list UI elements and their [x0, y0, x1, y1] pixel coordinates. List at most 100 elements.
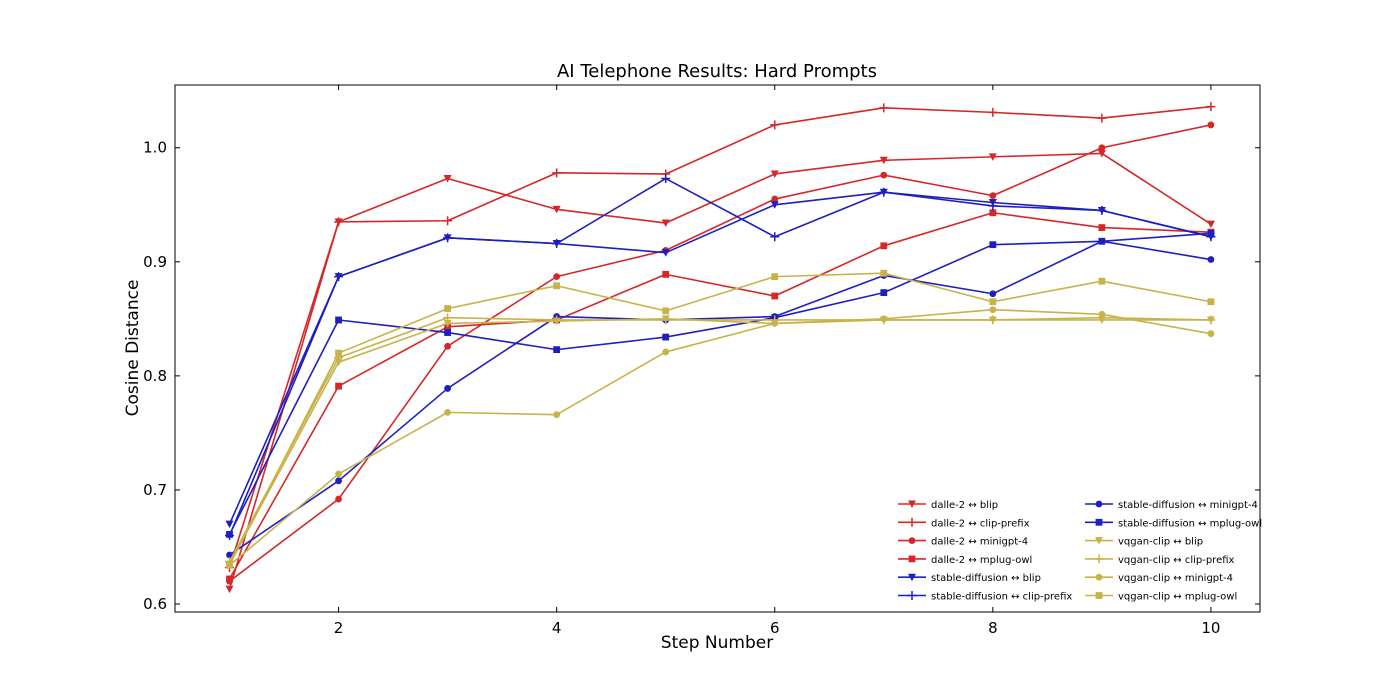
legend-label: stable-diffusion ↔ clip-prefix — [931, 592, 1072, 603]
legend-marker — [907, 591, 917, 600]
data-point — [880, 242, 888, 250]
series-line — [228, 152, 1212, 590]
legend-item: vqgan-clip ↔ blip — [1085, 537, 1203, 548]
legend-marker — [908, 500, 916, 508]
data-point — [1207, 229, 1215, 237]
x-tick-label: 8 — [988, 619, 998, 637]
x-tick-label: 4 — [552, 619, 562, 637]
data-point — [662, 333, 670, 341]
data-point — [444, 385, 452, 392]
data-point — [880, 171, 888, 179]
data-point — [988, 201, 998, 211]
data-point — [1206, 220, 1215, 229]
data-point — [662, 348, 670, 356]
data-point — [1206, 315, 1216, 325]
data-point — [988, 153, 997, 161]
data-point — [334, 217, 344, 227]
legend-item: stable-diffusion ↔ minigpt-4 — [1085, 500, 1258, 511]
data-point — [225, 520, 234, 529]
chart-title: AI Telephone Results: Hard Prompts — [557, 61, 877, 82]
data-point — [1207, 256, 1215, 263]
legend-marker — [908, 537, 916, 544]
data-point — [1098, 144, 1106, 152]
data-point — [770, 232, 780, 242]
data-point — [770, 201, 779, 209]
legend: dalle-2 ↔ blip dalle-2 ↔ clip-prefix dalle… — [898, 500, 1262, 603]
legend-item: dalle-2 ↔ clip-prefix — [898, 517, 1030, 529]
y-tick-label: 1.0 — [143, 139, 167, 157]
data-point — [989, 298, 997, 306]
legend-label: dalle-2 ↔ mplug-owl — [931, 555, 1032, 566]
legend-item: vqgan-clip ↔ minigpt-4 — [1085, 573, 1233, 584]
data-point — [444, 329, 452, 336]
data-point — [770, 120, 780, 130]
legend-label: dalle-2 ↔ clip-prefix — [931, 518, 1030, 529]
y-tick-label: 0.6 — [143, 595, 167, 613]
data-point — [771, 195, 779, 203]
series-11 — [226, 269, 1215, 569]
data-point — [1097, 205, 1107, 215]
y-tick-label: 0.9 — [143, 253, 167, 271]
legend-marker — [1094, 554, 1104, 564]
data-point — [335, 470, 342, 478]
legend-marker — [908, 555, 916, 563]
legend-marker — [1095, 518, 1103, 526]
data-point — [771, 292, 779, 300]
series-lines — [225, 102, 1216, 594]
data-point — [444, 408, 452, 416]
data-point — [553, 273, 561, 281]
data-point — [226, 561, 233, 569]
series-line — [228, 272, 1212, 566]
data-point — [226, 551, 233, 559]
legend-label: stable-diffusion ↔ blip — [931, 573, 1041, 584]
data-point — [1098, 237, 1106, 245]
data-point — [335, 477, 342, 485]
data-point — [552, 168, 562, 178]
data-point — [662, 307, 670, 315]
data-point — [335, 495, 342, 503]
data-point — [1207, 298, 1215, 306]
data-point — [226, 575, 233, 583]
data-point — [880, 269, 888, 277]
legend-label: vqgan-clip ↔ minigpt-4 — [1118, 573, 1233, 584]
data-point — [879, 187, 889, 197]
data-point — [443, 216, 453, 226]
data-point — [552, 205, 561, 214]
legend-item: vqgan-clip ↔ clip-prefix — [1085, 554, 1235, 566]
data-point — [1098, 310, 1106, 318]
legend-item: dalle-2 ↔ mplug-owl — [898, 555, 1032, 566]
data-point — [989, 192, 997, 200]
data-point — [770, 170, 779, 178]
series-2 — [226, 121, 1215, 585]
x-tick-label: 2 — [334, 619, 344, 637]
series-line — [229, 240, 1212, 556]
legend-item: stable-diffusion ↔ mplug-owl — [1085, 518, 1262, 529]
x-tick-label: 6 — [770, 619, 780, 637]
x-axis-label: Step Number — [661, 633, 773, 653]
series-line — [228, 211, 1211, 580]
legend-item: dalle-2 ↔ blip — [898, 500, 998, 511]
data-point — [443, 233, 453, 243]
series-0 — [225, 149, 1215, 594]
series-7 — [226, 229, 1215, 538]
data-point — [444, 305, 452, 312]
data-point — [988, 315, 998, 325]
data-point — [552, 239, 562, 249]
series-4 — [225, 188, 1215, 529]
series-8 — [225, 315, 1215, 569]
legend-item: vqgan-clip ↔ mplug-owl — [1085, 592, 1237, 603]
data-point — [335, 382, 342, 390]
data-point — [226, 531, 233, 538]
y-axis-label: Cosine Distance — [123, 280, 143, 417]
legend-marker — [907, 517, 917, 527]
legend-marker — [1095, 573, 1103, 581]
axis-ticks: 2 4 6 8 10 0.6 0.7 0.8 0.9 1.0 — [143, 85, 1260, 637]
data-point — [334, 272, 344, 282]
legend-label: dalle-2 ↔ blip — [931, 500, 998, 511]
legend-marker — [1095, 537, 1103, 545]
data-point — [443, 175, 452, 183]
legend-item: stable-diffusion ↔ blip — [898, 573, 1041, 584]
series-line — [229, 308, 1212, 566]
legend-label: vqgan-clip ↔ mplug-owl — [1118, 592, 1237, 603]
data-point — [552, 315, 562, 325]
